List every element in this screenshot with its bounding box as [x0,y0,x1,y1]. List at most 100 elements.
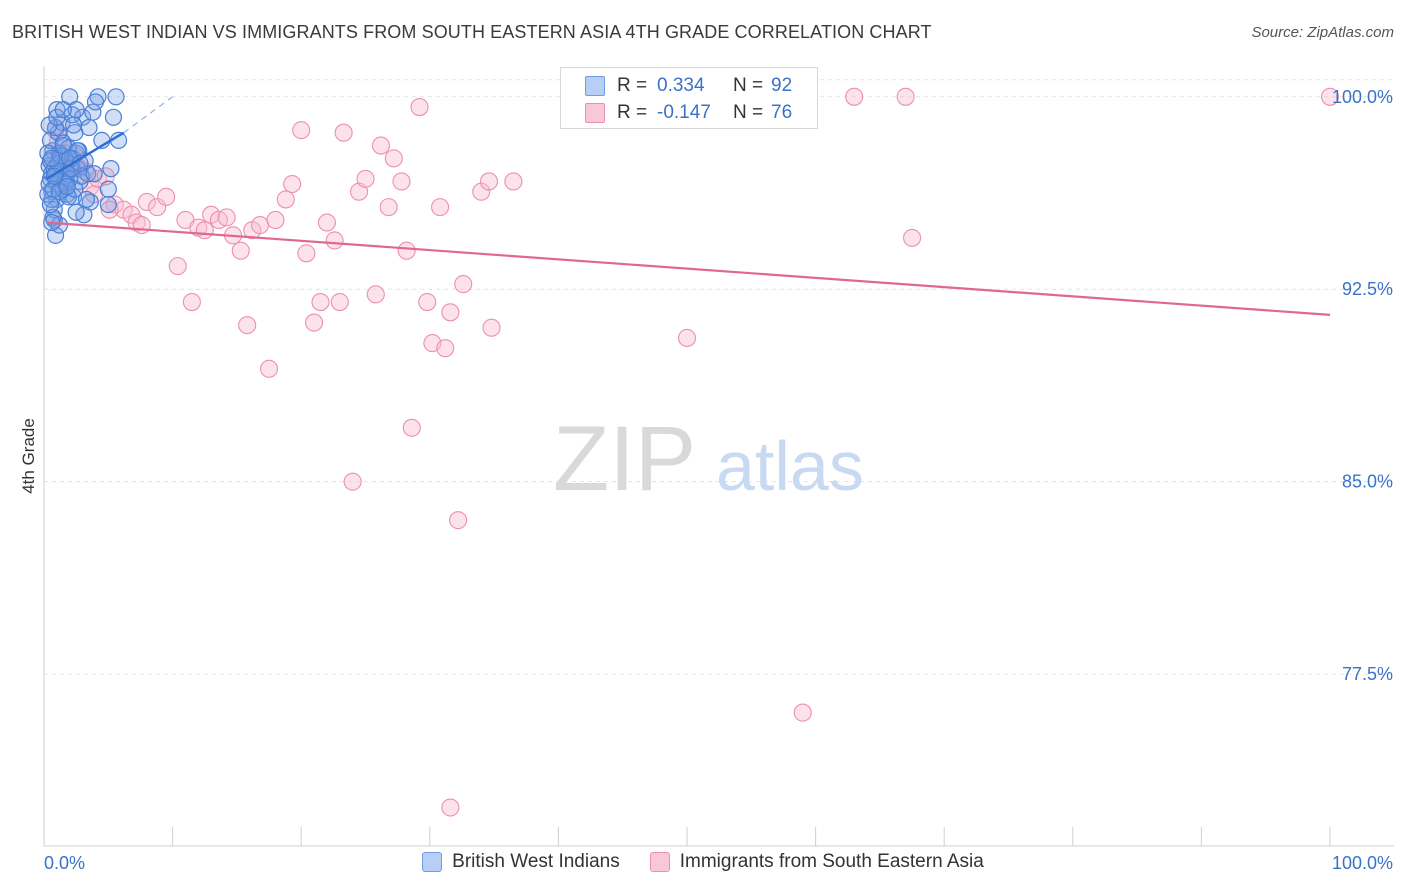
blue-point-41 [99,195,117,214]
pink-point-23 [217,208,236,227]
pink-point-48 [392,172,411,191]
pink-point-67 [896,87,915,106]
stats-n-label: N = [733,102,764,123]
pink-point-47 [384,149,403,168]
blue-point-78 [77,190,96,209]
pink-point-63 [441,798,460,817]
pink-point-73 [100,200,119,219]
blue-point-37 [102,160,120,178]
pink-point-35 [305,313,324,332]
trend-lines [45,96,1331,316]
pink-point-33 [292,121,311,140]
pink-point-41 [343,472,362,491]
pink-point-46 [379,198,398,217]
blue-point-53 [64,116,83,134]
y-axis-label: 4th Grade [19,418,38,494]
legend-label-blue: British West Indians [452,851,620,872]
stats-r-label: R = [617,102,648,123]
pink-point-12 [127,213,146,232]
pink-point-64 [677,328,697,348]
blue-point-79 [80,118,98,137]
pink-point-29 [259,359,279,378]
watermark-zip: ZIP [553,408,696,510]
blue-trend-line [45,131,125,180]
pink-point-62 [504,172,523,191]
stats-r-value-blue: 0.334 [657,75,705,96]
legend-label-pink: Immigrants from South Eastern Asia [679,851,984,872]
y-tick-label-2: 92.5% [1342,279,1393,299]
pink-point-37 [317,213,336,232]
pink-point-60 [479,172,499,191]
pink-point-49 [397,241,416,260]
legend-swatch-pink [649,852,670,872]
y-tick-label-1: 85.0% [1342,472,1393,492]
stats-r-label: R = [617,75,648,96]
pink-point-32 [283,174,302,194]
pink-point-59 [472,182,491,201]
pink-point-51 [410,98,429,117]
pink-point-50 [402,418,421,437]
pink-point-15 [157,187,176,206]
pink-point-16 [168,257,187,276]
pink-point-36 [311,293,330,312]
pink-point-74 [132,216,151,235]
pink-point-58 [454,275,473,294]
pink-point-14 [148,198,167,217]
x-tick-label-max: 100.0% [1332,853,1393,873]
grid-lines [44,79,1394,675]
pink-point-34 [297,244,316,263]
pink-point-13 [137,192,156,212]
blue-point-34 [86,93,105,111]
pink-point-66 [845,87,864,106]
blue-point-91 [67,203,85,221]
stats-n-value-pink: 76 [771,102,793,123]
blue-trend-extension [123,96,173,134]
watermark-atlas: atlas [716,427,864,505]
pink-point-20 [195,221,214,240]
legend-item-blue[interactable]: British West Indians [422,851,620,873]
stats-box: R = 0.334 N = 92 R = -0.147 N = 76 [560,67,818,129]
stats-swatch-blue [585,76,605,96]
legend: British West Indians Immigrants from Sou… [0,851,1406,873]
pink-point-28 [250,216,270,235]
stats-n-value-blue: 92 [771,75,793,96]
pink-point-40 [334,123,353,142]
chart-title: BRITISH WEST INDIAN VS IMMIGRANTS FROM S… [12,22,932,42]
pink-point-18 [182,293,201,312]
stats-r-value-pink: -0.147 [657,102,711,123]
source-label: Source: ZipAtlas.com [1251,24,1394,41]
pink-point-52 [418,293,437,312]
blue-point-89 [43,149,61,167]
pink-point-55 [436,339,455,358]
y-tick-label-0: 77.5% [1342,664,1393,684]
pink-point-65 [793,703,812,722]
blue-point-39 [107,88,125,106]
legend-item-pink[interactable]: Immigrants from South Eastern Asia [649,851,984,873]
pink-point-57 [449,511,468,530]
x-tick-label-min: 0.0% [44,853,85,873]
pink-point-56 [441,303,460,322]
pink-point-30 [266,210,285,229]
pink-point-38 [325,231,344,250]
y-tick-label-3: 100.0% [1332,87,1393,107]
stats-swatch-pink [585,103,605,123]
blue-point-88 [85,165,103,183]
blue-point-5 [46,226,65,244]
pink-point-45 [371,136,390,155]
blue-series-points [39,88,128,244]
pink-point-39 [330,293,349,312]
blue-point-83 [54,101,72,119]
pink-trend-line [46,221,1331,316]
pink-point-68 [902,228,922,247]
y-tick-labels: 77.5% 85.0% 92.5% 100.0% [1332,87,1393,684]
blue-point-36 [99,180,117,198]
pink-point-31 [276,190,295,209]
pink-point-43 [356,169,375,188]
blue-point-54 [67,101,85,119]
stats-n-label: N = [733,75,764,96]
pink-point-26 [238,316,257,335]
blue-point-38 [104,108,123,126]
pink-point-9 [105,195,124,214]
pink-point-25 [231,241,250,260]
